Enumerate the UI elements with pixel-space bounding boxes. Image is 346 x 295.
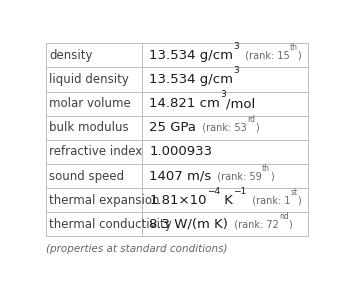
Text: 13.534 g/cm: 13.534 g/cm [149, 73, 233, 86]
Text: 8.3 W/(m K): 8.3 W/(m K) [149, 218, 228, 231]
Text: density: density [49, 49, 93, 62]
Bar [46, 43, 308, 236]
Text: 13.534 g/cm: 13.534 g/cm [149, 49, 233, 62]
Text: liquid density: liquid density [49, 73, 129, 86]
Text: (rank: 15: (rank: 15 [239, 50, 290, 60]
Text: /mol: /mol [226, 97, 255, 110]
Text: 3: 3 [233, 66, 239, 75]
Text: rd: rd [247, 115, 255, 124]
Text: thermal conductivity: thermal conductivity [49, 218, 172, 231]
Text: (properties at standard conditions): (properties at standard conditions) [46, 244, 228, 254]
Text: bulk modulus: bulk modulus [49, 121, 129, 134]
Text: (rank: 72: (rank: 72 [228, 219, 279, 229]
Text: (rank: 1: (rank: 1 [246, 195, 290, 205]
Text: th: th [262, 164, 270, 173]
Text: ): ) [289, 219, 292, 229]
Text: ): ) [298, 50, 301, 60]
Text: ): ) [270, 171, 274, 181]
Text: 3: 3 [233, 42, 239, 51]
Text: refractive index: refractive index [49, 145, 143, 158]
Text: 1407 m/s: 1407 m/s [149, 170, 211, 183]
Text: molar volume: molar volume [49, 97, 131, 110]
Text: −1: −1 [233, 187, 246, 196]
Text: ): ) [255, 123, 259, 133]
Text: th: th [290, 43, 298, 52]
Text: −4: −4 [207, 187, 220, 196]
Text: thermal expansion: thermal expansion [49, 194, 160, 207]
Text: (rank: 59: (rank: 59 [211, 171, 262, 181]
Text: st: st [290, 188, 298, 197]
Text: 3: 3 [220, 90, 226, 99]
Text: sound speed: sound speed [49, 170, 124, 183]
Text: 1.81×10: 1.81×10 [149, 194, 207, 207]
Text: 25 GPa: 25 GPa [149, 121, 196, 134]
Text: K: K [220, 194, 233, 207]
Text: nd: nd [279, 212, 289, 221]
Text: 1.000933: 1.000933 [149, 145, 212, 158]
Text: ): ) [298, 195, 301, 205]
Text: 14.821 cm: 14.821 cm [149, 97, 220, 110]
Text: (rank: 53: (rank: 53 [196, 123, 247, 133]
